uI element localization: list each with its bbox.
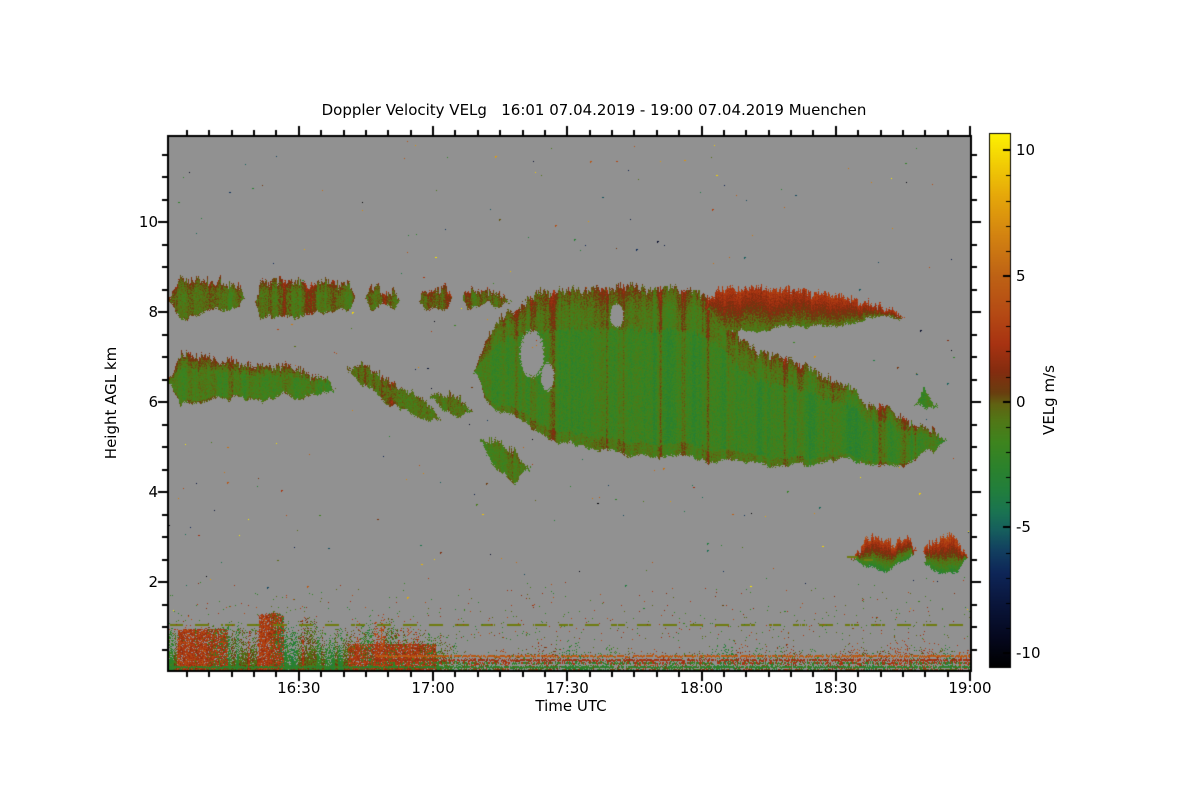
chart-title: Doppler Velocity VELg 16:01 07.04.2019 -… xyxy=(321,101,867,119)
x-tick-label: 18:30 xyxy=(814,679,858,697)
colorbar-tick-label: -5 xyxy=(1016,518,1031,537)
y-tick-label: 4 xyxy=(148,483,158,501)
colorbar-tick-label: 0 xyxy=(1016,392,1026,411)
y-tick-label: 2 xyxy=(148,573,158,591)
x-tick-label: 18:00 xyxy=(679,679,724,697)
x-axis-label: Time UTC xyxy=(535,697,607,715)
x-tick-label: 16:30 xyxy=(277,679,321,697)
y-tick-label: 6 xyxy=(148,393,158,411)
colorbar-tick-label: 5 xyxy=(1016,267,1026,286)
y-tick-label: 8 xyxy=(148,303,158,321)
colorbar-tick-label: 10 xyxy=(1016,141,1036,160)
x-tick-label: 17:00 xyxy=(411,679,455,697)
colorbar-tick-label: -10 xyxy=(1016,644,1041,663)
x-tick-label: 19:00 xyxy=(948,679,992,697)
y-tick-label: 10 xyxy=(138,213,158,231)
x-tick-label: 17:30 xyxy=(545,679,589,697)
